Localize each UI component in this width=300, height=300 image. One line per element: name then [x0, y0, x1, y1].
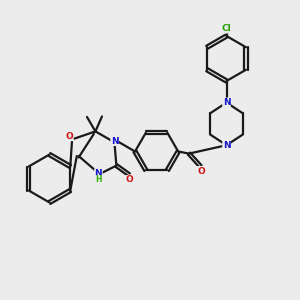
- Text: O: O: [126, 176, 134, 184]
- Text: H: H: [95, 176, 102, 184]
- Text: N: N: [223, 141, 230, 150]
- Text: O: O: [65, 132, 73, 141]
- Text: N: N: [94, 169, 102, 178]
- Text: Cl: Cl: [222, 24, 231, 33]
- Text: N: N: [223, 98, 230, 107]
- Text: O: O: [197, 167, 205, 176]
- Text: N: N: [111, 136, 119, 146]
